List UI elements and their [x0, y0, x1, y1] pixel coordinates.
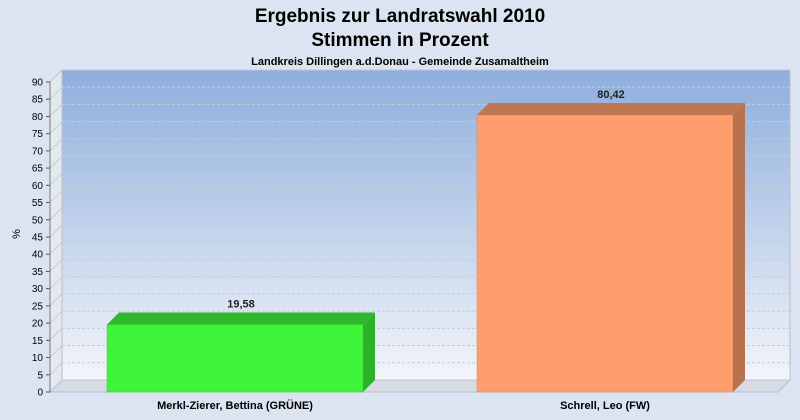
y-tick-label: 5 — [37, 370, 43, 381]
bar-top — [107, 312, 375, 325]
grid-line-side — [49, 155, 63, 169]
grid-line-side — [49, 345, 63, 358]
y-tick-label: 20 — [32, 319, 44, 330]
grid-line-side — [49, 172, 63, 186]
grid-line-side — [49, 207, 63, 221]
grid-line-side — [49, 241, 63, 255]
y-tick-label: 85 — [32, 95, 44, 106]
category-labels: Merkl-Zierer, Bettina (GRÜNE) Schrell, Le… — [157, 399, 650, 412]
y-tick-label: 45 — [32, 233, 44, 244]
y-tick-label: 55 — [32, 198, 44, 209]
bar-value-label: 19,58 — [227, 299, 255, 311]
bar-side — [363, 312, 375, 392]
y-tick-label: 25 — [32, 301, 44, 312]
grid-line-side — [49, 104, 63, 117]
grid-line-side — [49, 121, 63, 135]
y-tick-label: 50 — [32, 215, 44, 226]
chart-title-line2: Stimmen in Prozent — [311, 30, 489, 51]
y-axis-ticks: 0 5 10 15 20 25 30 35 40 45 50 55 60 65 70 75 80 85 90 — [32, 78, 51, 399]
category-label: Schrell, Leo (FW) — [560, 400, 650, 412]
grid-line-side — [49, 138, 63, 152]
y-tick-label: 15 — [32, 336, 44, 347]
y-tick-label: 10 — [32, 353, 44, 364]
category-label: Merkl-Zierer, Bettina (GRÜNE) — [157, 399, 313, 412]
bar-front — [106, 324, 364, 393]
bars: 19,58 80,42 — [106, 89, 745, 393]
grid-line-side — [49, 224, 63, 238]
y-tick-label: 60 — [32, 181, 44, 192]
y-tick-label: 30 — [32, 284, 44, 295]
y-tick-label: 90 — [32, 78, 44, 89]
chart-title: Ergebnis zur Landratswahl 2010 — [255, 6, 545, 27]
grid-line-side — [49, 310, 63, 324]
y-tick-label: 70 — [32, 146, 44, 157]
y-tick-label: 75 — [32, 129, 44, 140]
y-tick-label: 0 — [37, 388, 43, 399]
bar-value-label: 80,42 — [597, 89, 625, 101]
grid-line-side — [49, 362, 63, 376]
y-tick-label: 80 — [32, 112, 44, 123]
grid-line-side — [49, 259, 63, 272]
bar-top — [477, 102, 745, 115]
grid-line-side — [49, 69, 63, 83]
bar-front — [476, 114, 734, 393]
y-tick-label: 65 — [32, 164, 44, 175]
y-tick-label: 40 — [32, 250, 44, 261]
y-axis-label: % — [11, 229, 23, 239]
grid-line-side — [49, 293, 63, 307]
chart-subtitle: Landkreis Dillingen a.d.Donau - Gemeinde… — [251, 56, 549, 68]
bar-side — [733, 102, 745, 393]
bar: 80,42 — [476, 89, 745, 393]
grid-line-side — [49, 276, 63, 290]
y-tick-label: 35 — [32, 267, 44, 278]
grid-line-side — [49, 327, 63, 341]
grid-line-side — [49, 379, 63, 393]
bar: 19,58 — [106, 299, 375, 393]
grid-line-side — [49, 86, 63, 100]
grid-line-side — [49, 190, 63, 203]
